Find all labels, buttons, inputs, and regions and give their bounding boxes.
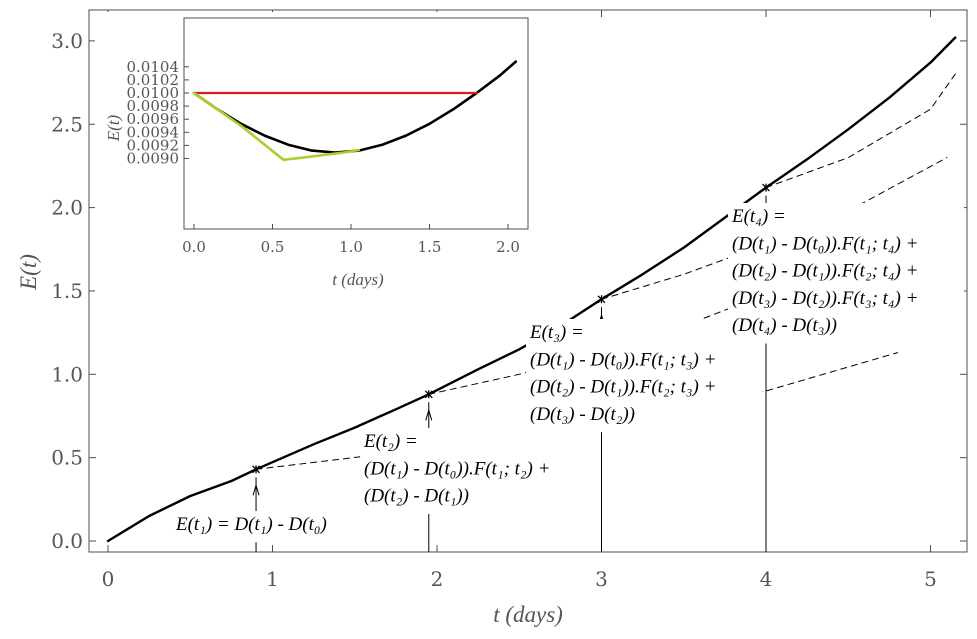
inset-background [95, 12, 535, 306]
main-plot-frame [88, 9, 968, 553]
x-tick-label: 5 [924, 567, 937, 591]
inset-y-tick-label: 0.0090 [127, 150, 180, 168]
annotation-line: E(t₄) = [731, 206, 786, 227]
annotation-line: (D(t₂) - D(t₁)).F(t₂; t₄) + [732, 261, 918, 282]
inset-y-tick-label: 0.0096 [127, 110, 180, 128]
marker-arrow [252, 483, 260, 496]
inset-series-line-2 [192, 91, 361, 162]
annotation-line: E(t₂) = [363, 431, 418, 452]
annotation-line: (D(t₄) - D(t₃)) [732, 315, 837, 336]
inset-y-axis-label: E(t) [104, 114, 123, 142]
annotation-line: (D(t₁) - D(t₀)).F(t₁; t₂) + [364, 458, 550, 479]
x-tick-label: 3 [595, 567, 608, 591]
marker-star [424, 390, 433, 399]
inset-x-tick-label: 1.5 [418, 238, 442, 256]
y-tick-label: 1.5 [51, 279, 83, 303]
inset-y-tick-label: 0.0100 [127, 84, 180, 102]
y-tick-label: 0.0 [51, 529, 83, 553]
annotation-background [728, 203, 964, 344]
marker-star [252, 465, 261, 474]
x-tick-label: 0 [102, 567, 115, 591]
y-axis-label: E(t) [16, 254, 41, 291]
inset-y-tick-label: 0.0104 [127, 58, 180, 76]
inset-x-tick-label: 0.5 [261, 238, 285, 256]
dashed-series-line-3 [601, 157, 948, 300]
marker-arrow [425, 408, 433, 421]
annotation-line: E(t₁) = D(t₁) - D(t₀) [175, 514, 327, 535]
dashed-series-line-4 [765, 73, 956, 189]
annotation-line: (D(t₁) - D(t₀)).F(t₁; t₃) + [530, 349, 716, 370]
inset-y-tick-label: 0.0092 [127, 136, 180, 154]
inset-plot: 0.0 0.5 1.0 1.5 2.00.00900.00920.00940.00960… [95, 12, 535, 306]
inset-y-tick-label: 0.0102 [127, 71, 180, 89]
inset-y-tick-label: 0.0098 [127, 97, 180, 115]
annotation-background [360, 428, 596, 514]
annotation-line: (D(t₃) - D(t₂)).F(t₃; t₄) + [732, 288, 918, 309]
main-plot: 0 1 2 3 4 5 0.0 0.5 1.0 1.5 2.0 2.5 3.0 t (days) E(t) E… [16, 9, 968, 627]
y-tick-label: 2.0 [51, 196, 83, 220]
inset-x-axis-label: t (days) [332, 270, 384, 289]
inset-y-tick-label: 0.0094 [127, 123, 180, 141]
annotation-line: E(t₃) = [529, 322, 584, 343]
annotation-background [172, 511, 358, 543]
annotation-line: (D(t₃) - D(t₂)) [530, 404, 635, 425]
inset-x-tick-label: 2.0 [496, 238, 520, 256]
x-tick-label: 1 [266, 567, 279, 591]
x-tick-label: 2 [431, 567, 444, 591]
y-tick-label: 1.0 [51, 362, 83, 386]
annotation-line: (D(t₁) - D(t₀)).F(t₁; t₄) + [732, 233, 918, 254]
x-axis-label: t (days) [493, 602, 563, 627]
inset-x-tick-label: 0.0 [182, 238, 206, 256]
annotation-line: (D(t₂) - D(t₁)).F(t₂; t₃) + [530, 377, 716, 398]
inset-x-tick-label: 1.0 [339, 238, 363, 256]
annotation-background [526, 319, 762, 433]
y-tick-label: 2.5 [51, 112, 83, 136]
y-tick-label: 0.5 [51, 446, 83, 470]
marker-star [762, 183, 770, 192]
annotation-line: (D(t₂) - D(t₁)) [364, 486, 469, 507]
marker-star [597, 295, 606, 304]
x-tick-label: 4 [760, 567, 773, 591]
inset-frame [183, 17, 529, 230]
y-tick-label: 3.0 [51, 29, 83, 53]
